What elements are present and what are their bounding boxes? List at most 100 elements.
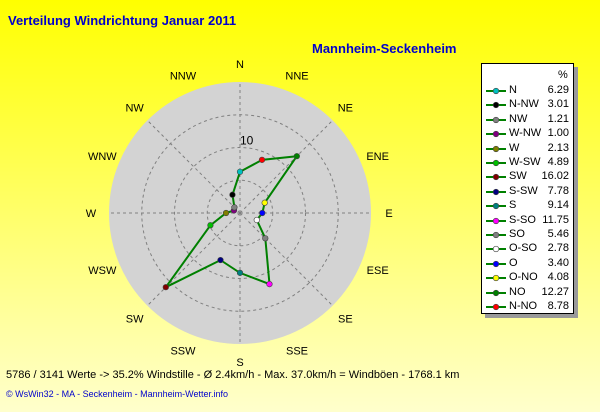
direction-label: NNE (285, 70, 308, 82)
data-point (236, 168, 244, 175)
legend-value: 4.08 (547, 271, 569, 284)
data-point (236, 269, 244, 276)
legend-label: O-SO (509, 242, 538, 255)
legend-label: W-SW (509, 156, 541, 168)
legend-value: 9.14 (547, 199, 569, 212)
direction-label: S (236, 357, 243, 369)
data-point (207, 222, 214, 229)
data-point (293, 153, 300, 160)
legend-label: N (509, 84, 517, 96)
legend-item: O-SO 2.78 (482, 242, 573, 256)
grid-spoke (239, 212, 333, 306)
legend-label: SO (509, 228, 525, 240)
legend: % N 6.29 N-NW 3.01 NW 1.21 W-NW 1.00 W 2.13 W-SW 4.… (481, 63, 574, 314)
direction-label: SSW (170, 346, 196, 358)
legend-item: S 9.14 (482, 199, 573, 213)
legend-label: O (509, 256, 518, 269)
legend-label: N-NW (509, 98, 539, 111)
direction-label: E (385, 208, 392, 220)
legend-value: 1.00 (547, 127, 569, 140)
legend-label: S (509, 199, 517, 212)
legend-value: 11.75 (542, 213, 569, 226)
legend-label: O-NO (509, 271, 538, 284)
radial-tick-label: 10 (240, 134, 254, 148)
data-point (229, 191, 236, 198)
legend-item: O 3.40 (482, 257, 573, 271)
legend-item: SO 5.46 (482, 228, 573, 242)
legend-marker-icon (486, 203, 506, 210)
chart-title: Verteilung Windrichtung Januar 2011 (8, 13, 237, 28)
direction-label: WSW (88, 265, 117, 277)
legend-value: 3.40 (547, 256, 569, 269)
legend-item: W-SW 4.89 (482, 156, 573, 170)
legend-marker-icon (486, 188, 506, 195)
legend-label: N-NO (509, 300, 538, 312)
legend-item: O-NO 4.08 (482, 271, 573, 285)
credits: © WsWin32 - MA - Seckenheim - Mannheim-W… (6, 389, 229, 399)
legend-marker-icon (486, 131, 506, 138)
data-point (261, 199, 268, 206)
data-point (262, 235, 269, 242)
station-name: Mannheim-Seckenheim (312, 41, 457, 56)
legend-value: 8.78 (547, 300, 569, 312)
direction-label: SSE (286, 346, 308, 358)
legend-item: S-SO 11.75 (482, 214, 573, 228)
legend-marker-icon (486, 116, 506, 123)
grid-spoke (147, 212, 241, 306)
direction-label: NW (125, 103, 144, 115)
direction-label: ESE (367, 265, 389, 277)
data-point (266, 281, 273, 288)
data-point (222, 209, 230, 217)
legend-item: NO 12.27 (482, 286, 573, 300)
data-point (253, 216, 260, 224)
legend-item: N-NO 8.78 (482, 300, 573, 314)
legend-marker-icon (486, 275, 506, 282)
data-point (162, 284, 169, 291)
legend-item: SW 16.02 (482, 170, 573, 184)
legend-item: W 2.13 (482, 142, 573, 156)
legend-marker-icon (486, 145, 506, 152)
legend-value: 3.01 (547, 98, 569, 111)
grid-spoke (239, 120, 333, 214)
legend-value: 4.89 (547, 156, 569, 168)
legend-marker-icon (486, 217, 506, 224)
direction-label: NE (338, 103, 353, 115)
direction-label: NNW (170, 70, 197, 82)
grid-ring (174, 147, 306, 279)
data-point (258, 156, 266, 163)
legend-value: 2.78 (547, 242, 569, 255)
legend-label: S-SO (509, 213, 536, 226)
legend-marker-icon (486, 159, 506, 167)
direction-label: N (236, 59, 244, 71)
legend-item: NW 1.21 (482, 113, 573, 127)
legend-label: W (509, 141, 520, 154)
legend-value: 6.29 (547, 84, 569, 96)
legend-marker-icon (486, 174, 506, 181)
legend-label: NW (509, 112, 528, 125)
statistics-footer: 5786 / 3141 Werte -> 35.2% Windstille - … (6, 369, 460, 381)
legend-item: N-NW 3.01 (482, 98, 573, 112)
direction-label: ENE (366, 151, 389, 163)
legend-marker-icon (486, 87, 506, 95)
direction-label: SW (126, 313, 144, 325)
legend-value: 7.78 (547, 184, 569, 197)
legend-label: SW (509, 170, 527, 183)
legend-marker-icon (486, 102, 506, 109)
direction-label: W (86, 208, 97, 220)
legend-marker-icon (486, 303, 506, 311)
legend-item: W-NW 1.00 (482, 127, 573, 141)
legend-marker-icon (486, 231, 506, 239)
direction-label: WNW (88, 151, 117, 163)
legend-value: 12.27 (541, 285, 569, 298)
legend-label: W-NW (509, 127, 542, 140)
legend-value: 2.13 (547, 141, 569, 154)
direction-label: SE (338, 313, 353, 325)
legend-item: N 6.29 (482, 84, 573, 98)
legend-label: NO (509, 285, 526, 298)
legend-value: 1.21 (547, 112, 569, 125)
legend-marker-icon (486, 289, 506, 296)
data-point (231, 204, 238, 211)
data-point (259, 209, 266, 217)
